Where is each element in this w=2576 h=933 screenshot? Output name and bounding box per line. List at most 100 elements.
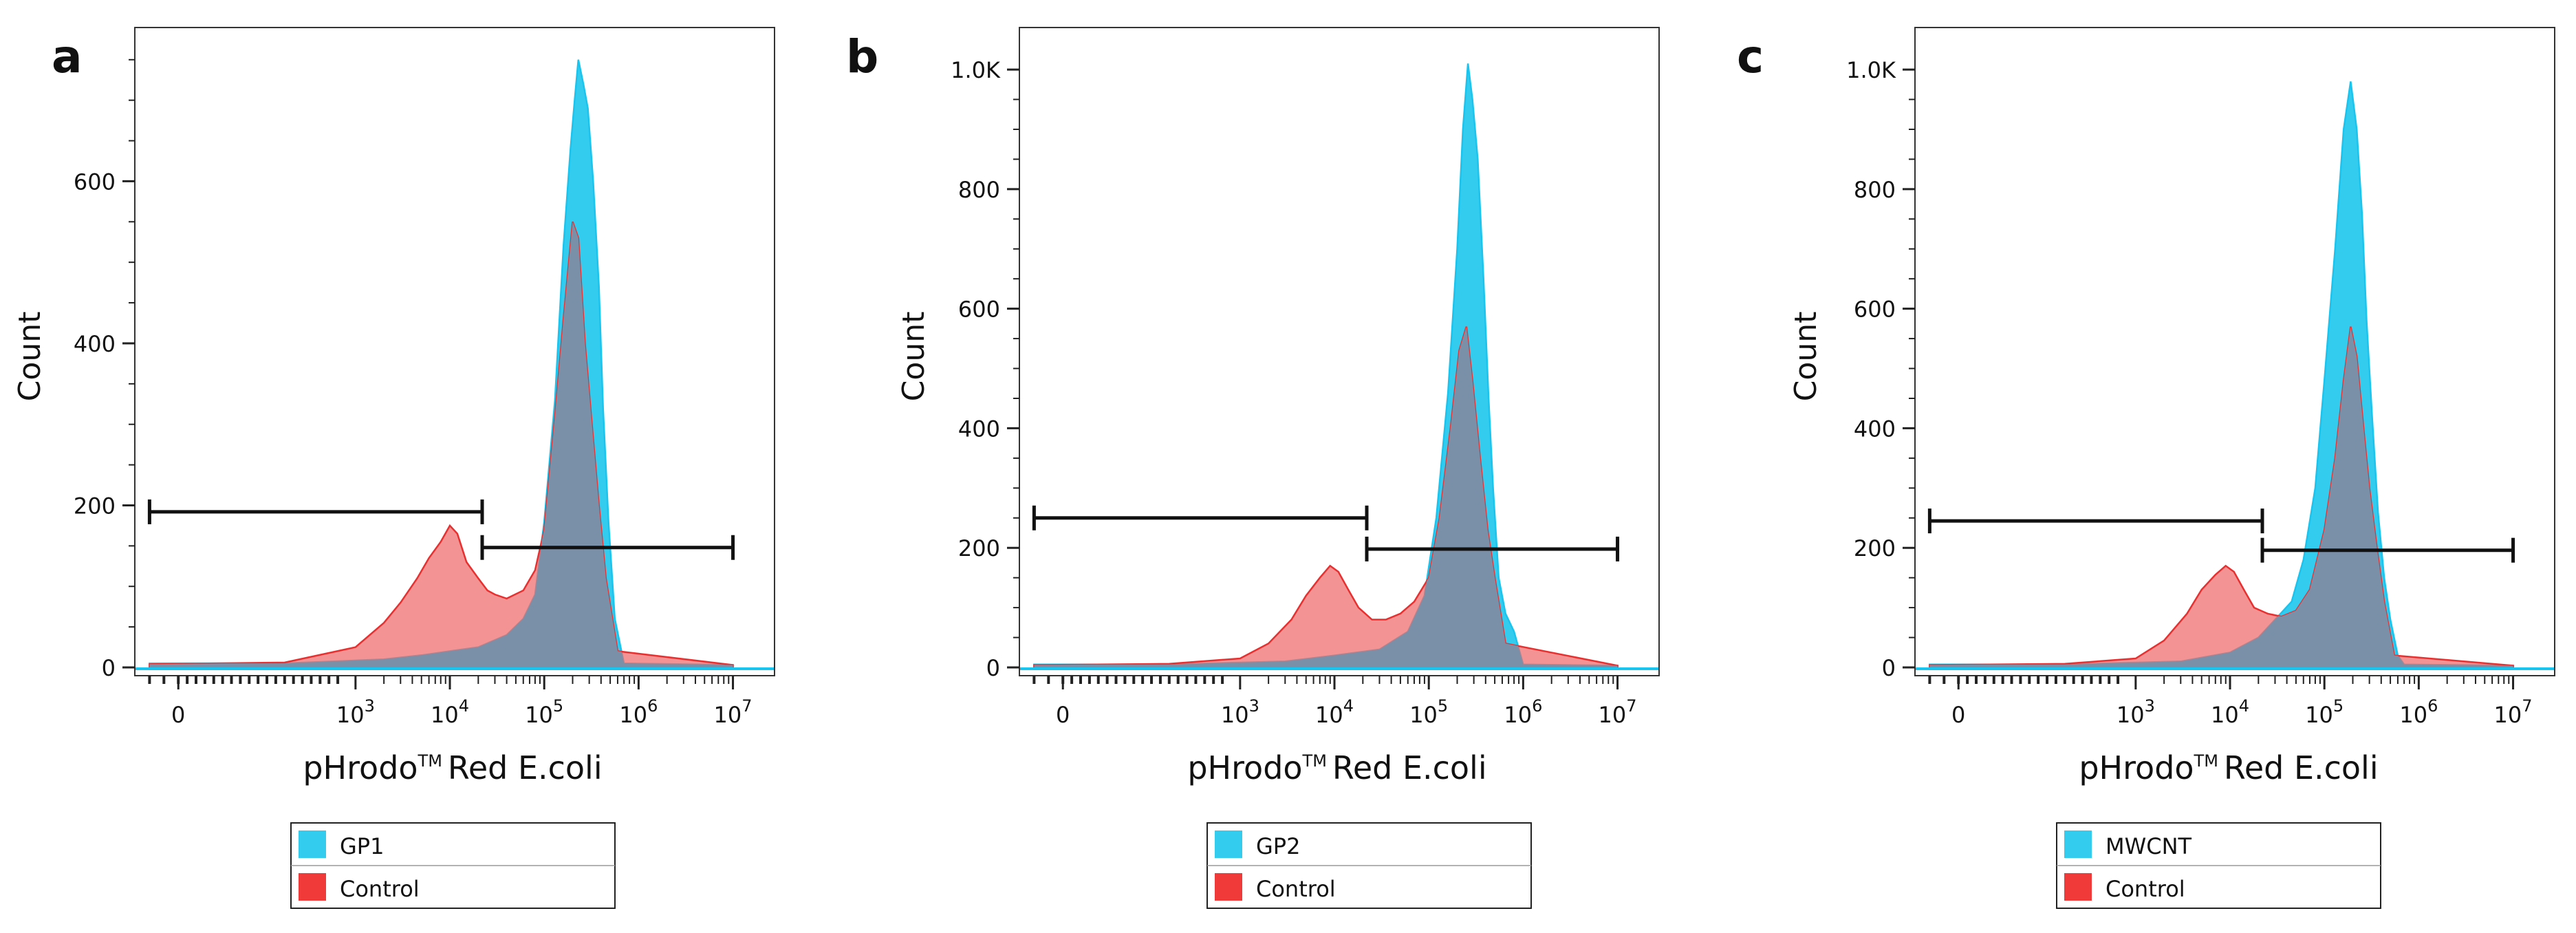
x-axis: 0 103 104 105 106 107: [1928, 676, 2533, 728]
x-tick-label: 103: [2117, 696, 2155, 728]
x-tick-label-base: 10: [619, 702, 647, 728]
gate-2: [1365, 536, 1620, 561]
x-tick-label: 107: [1599, 696, 1637, 728]
panel-label: b: [846, 30, 878, 83]
gate-1: [147, 499, 484, 524]
x-tick-label: 0: [171, 702, 185, 728]
x-tick-label-exp: 3: [365, 696, 375, 716]
x-tick-label: 0: [1056, 702, 1070, 728]
gate-markers: [147, 499, 735, 560]
x-tick-label-exp: 4: [2239, 696, 2249, 716]
x-tick-label: 106: [619, 696, 658, 728]
x-tick-label-base: 10: [1599, 702, 1627, 728]
x-tick-label-exp: 7: [742, 696, 752, 716]
series-overlap-area: [149, 222, 733, 667]
legend-label-sample: MWCNT: [2106, 833, 2192, 859]
y-axis-label: Count: [1788, 312, 1823, 402]
x-tick-label-base: 10: [1221, 702, 1249, 728]
series-control-area: [1929, 326, 2514, 669]
y-tick-label: 200: [74, 493, 116, 519]
x-tick-label-exp: 6: [2427, 696, 2438, 716]
gate-1: [1032, 505, 1369, 530]
x-tick-label: 103: [1221, 696, 1259, 728]
y-tick-label: 600: [1854, 297, 1896, 323]
x-tick-label-base: 0: [1951, 702, 1965, 728]
x-tick-label-exp: 5: [2333, 696, 2344, 716]
plot-area: [1019, 63, 1659, 670]
plot-frame: [1019, 27, 1660, 676]
y-tick-label: 0: [102, 655, 116, 681]
y-tick-label: 400: [74, 331, 116, 357]
x-axis-label-tm: TM: [2194, 751, 2218, 771]
x-tick-label: 104: [2211, 696, 2249, 728]
legend-label-control: Control: [340, 876, 420, 902]
legend-swatch-control: [299, 873, 326, 901]
x-tick-label-base: 10: [2399, 702, 2427, 728]
x-tick-label-exp: 5: [1438, 696, 1448, 716]
y-tick-label: 1.0K: [1846, 57, 1896, 83]
y-tick-label: 600: [958, 297, 1000, 323]
x-axis-label-main: pHrodo: [303, 749, 418, 786]
x-tick-label-base: 10: [2117, 702, 2145, 728]
y-tick-label: 400: [1854, 416, 1896, 442]
x-tick-label-exp: 3: [1249, 696, 1259, 716]
x-tick-label-base: 10: [2494, 702, 2522, 728]
plot-area: [135, 59, 775, 670]
series-control-area: [149, 221, 734, 669]
legend: GP2 Control: [1206, 822, 1532, 909]
series-control-area: [1033, 326, 1619, 669]
y-axis: 0 200 400 600 800 1.0K: [1846, 57, 1915, 681]
x-tick-label-exp: 4: [1343, 696, 1354, 716]
legend-swatch-sample: [1215, 830, 1242, 858]
legend-label-control: Control: [2106, 876, 2185, 902]
x-tick-label: 103: [336, 696, 375, 728]
panel-label: c: [1737, 30, 1764, 83]
y-tick-label: 600: [74, 169, 116, 195]
y-tick-label: 800: [958, 177, 1000, 203]
gate-2: [2260, 537, 2515, 563]
gate-1: [1927, 508, 2264, 534]
x-tick-label-base: 0: [1056, 702, 1070, 728]
x-axis: 0 103 104 105 106 107: [1032, 676, 1637, 728]
x-tick-label-base: 10: [1504, 702, 1532, 728]
x-axis-label: pHrodoTM Red E.coli: [2079, 749, 2378, 786]
legend-label-control: Control: [1256, 876, 1336, 902]
x-tick-label-base: 10: [1409, 702, 1438, 728]
x-tick-label: 107: [2494, 696, 2533, 728]
series-overlap-area: [1929, 326, 2513, 667]
legend: MWCNT Control: [2056, 822, 2381, 909]
x-tick-label-exp: 3: [2145, 696, 2155, 716]
y-tick-label: 0: [986, 655, 1000, 681]
x-axis-label-rest: Red E.coli: [1332, 749, 1487, 786]
x-tick-label-base: 10: [1315, 702, 1343, 728]
series-overlap-area: [1034, 326, 1618, 667]
panel-label: a: [52, 30, 83, 83]
x-tick-label-base: 10: [2211, 702, 2239, 728]
x-tick-label: 104: [1315, 696, 1354, 728]
x-tick-label-exp: 6: [647, 696, 658, 716]
y-tick-label: 400: [958, 416, 1000, 442]
x-axis-label-tm: TM: [418, 751, 442, 771]
x-tick-label: 105: [2305, 696, 2344, 728]
plot-frame: [1914, 27, 2555, 676]
x-tick-label-exp: 6: [1532, 696, 1542, 716]
legend: GP1 Control: [290, 822, 616, 909]
x-axis-label-main: pHrodo: [1187, 749, 1302, 786]
x-tick-label-base: 10: [2305, 702, 2333, 728]
gate-2: [480, 535, 735, 560]
x-axis: 0 103 104 105 106 107: [148, 676, 753, 728]
x-tick-label-base: 0: [171, 702, 185, 728]
gate-markers: [1927, 508, 2515, 563]
y-tick-label: 0: [1882, 655, 1896, 681]
legend-label-sample: GP1: [340, 833, 384, 859]
x-tick-label: 105: [1409, 696, 1448, 728]
x-axis-label-rest: Red E.coli: [448, 749, 603, 786]
y-axis: 0 200 400 600 800 1.0K: [951, 57, 1019, 681]
y-axis-label: Count: [12, 312, 47, 402]
y-tick-label: 200: [1854, 535, 1896, 561]
x-tick-label-exp: 7: [1626, 696, 1636, 716]
x-tick-label: 107: [714, 696, 753, 728]
y-axis-label: Count: [896, 312, 931, 402]
